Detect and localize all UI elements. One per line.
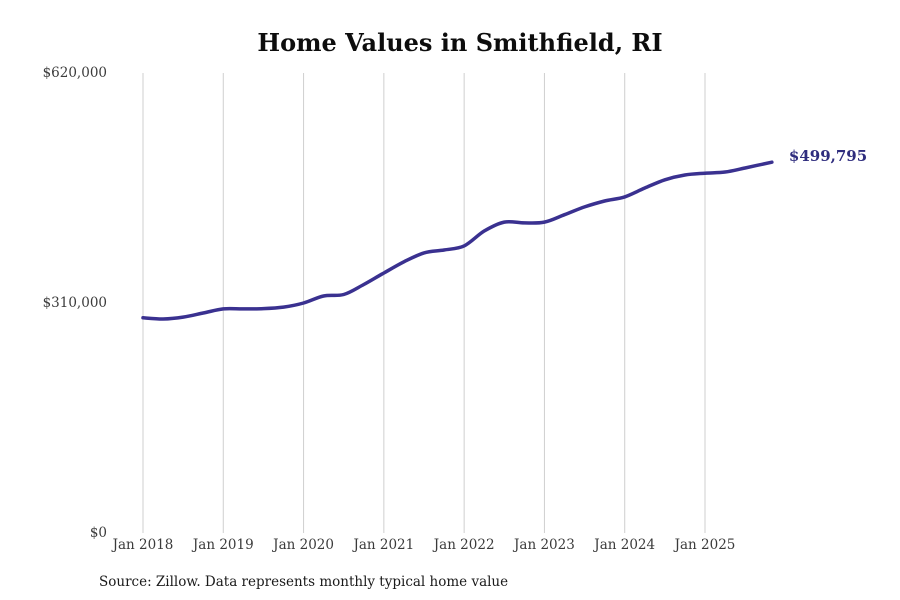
y-axis-tick-label: $620,000 bbox=[42, 65, 107, 81]
y-axis-tick-label: $0 bbox=[89, 525, 107, 541]
chart-title: Home Values in Smithfield, RI bbox=[257, 28, 663, 57]
x-axis-tick-label: Jan 2022 bbox=[433, 537, 495, 553]
x-axis-tick-label: Jan 2019 bbox=[192, 537, 254, 553]
y-axis-tick-label: $310,000 bbox=[42, 295, 107, 311]
source-note: Source: Zillow. Data represents monthly … bbox=[99, 574, 509, 590]
x-axis-tick-label: Jan 2021 bbox=[353, 537, 415, 553]
current-value-label: $499,795 bbox=[788, 147, 868, 166]
home-value-line bbox=[141, 160, 774, 321]
x-axis-tick-label: Jan 2020 bbox=[273, 537, 334, 553]
x-axis-tick-label: Jan 2018 bbox=[112, 537, 174, 553]
x-axis-tick-label: Jan 2024 bbox=[594, 537, 656, 553]
x-axis-tick-label: Jan 2023 bbox=[514, 537, 575, 553]
x-axis-tick-label: Jan 2025 bbox=[674, 537, 736, 553]
